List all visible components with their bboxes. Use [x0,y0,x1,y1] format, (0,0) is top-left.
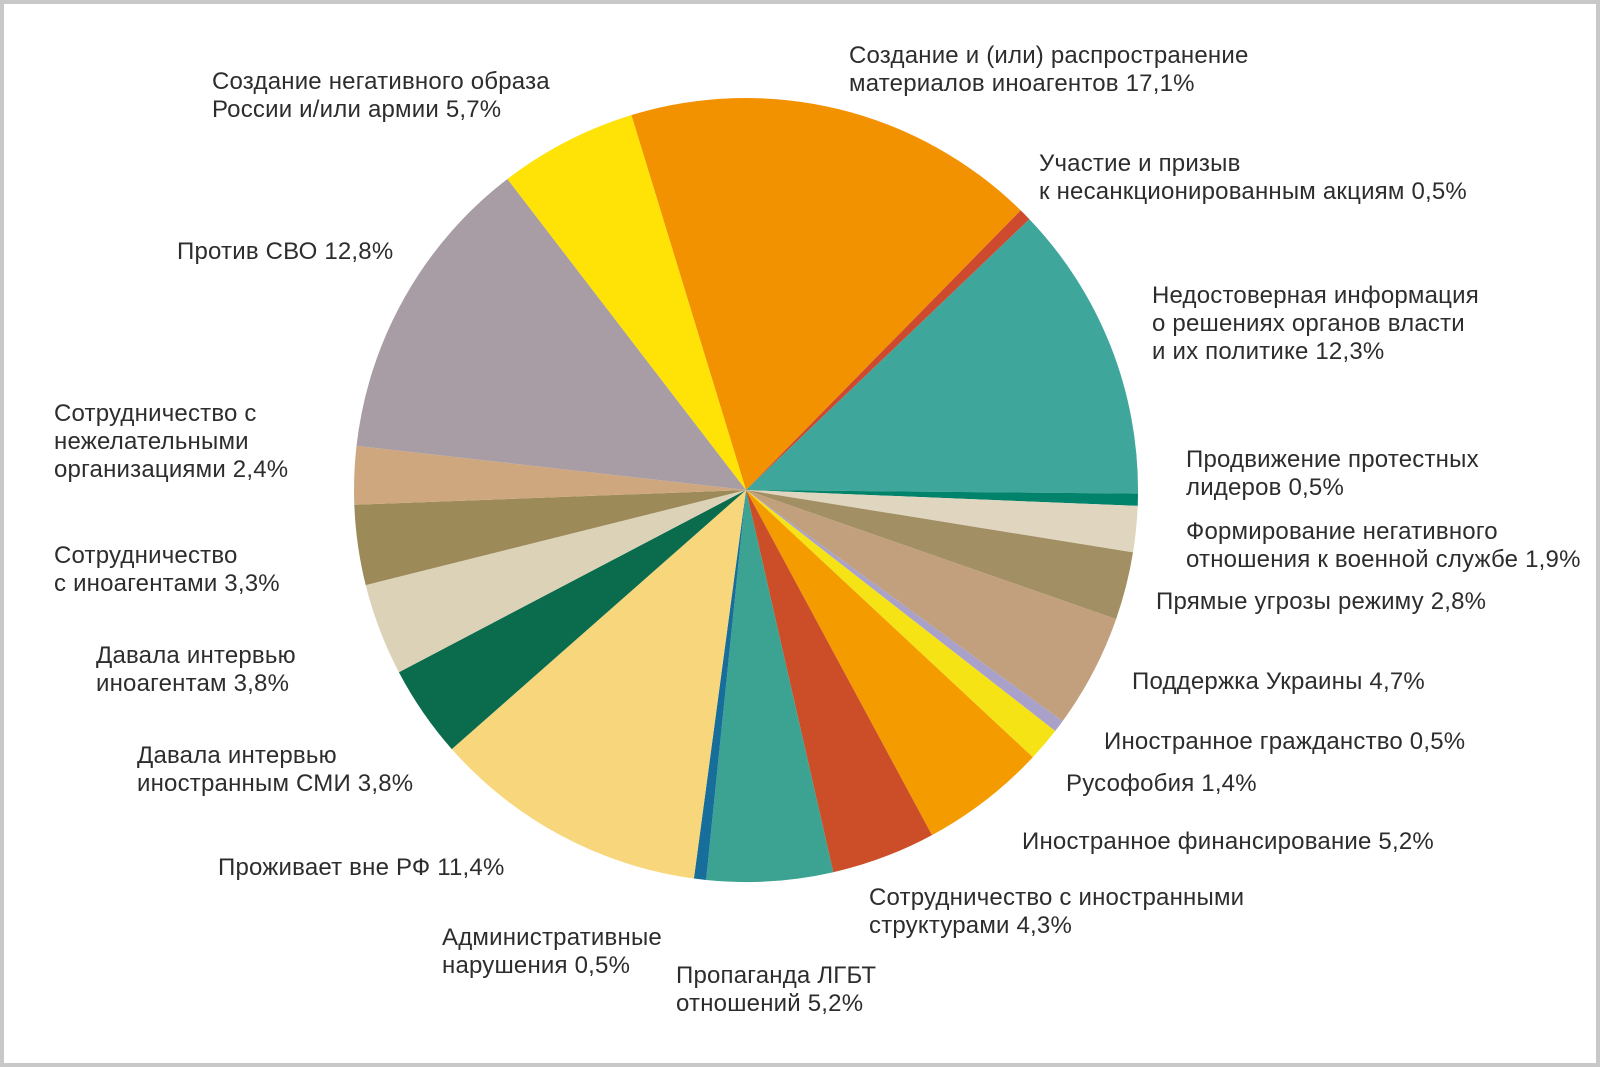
pie-slice-15 [398,490,746,750]
pie-slices [354,97,1139,883]
pie-slice-13 [693,490,746,880]
pie-slice-9 [746,490,1056,758]
pie-slice-8 [746,490,1063,731]
pie-slice-12 [706,490,834,883]
pie-slice-10 [746,490,1033,836]
pie-slice-14 [451,490,746,879]
pie-slice-19 [356,179,746,490]
pie-slice-11 [746,490,932,873]
pie-slice-5 [746,490,1138,553]
pie-chart: Создание и (или) распространение материа… [4,4,1596,1063]
pie-slice-2 [746,210,1030,490]
pie-slice-3 [746,219,1139,494]
pie-svg [354,97,1139,883]
pie-slice-20 [507,115,746,490]
pie-slice-7 [746,490,1117,722]
pie-slice-4 [746,490,1138,506]
pie-slice-6 [746,490,1133,620]
pie-slice-16 [365,490,746,673]
pie-slice-18 [354,445,746,505]
pie-slice-17 [354,490,746,586]
pie-slice-1 [631,97,1021,490]
